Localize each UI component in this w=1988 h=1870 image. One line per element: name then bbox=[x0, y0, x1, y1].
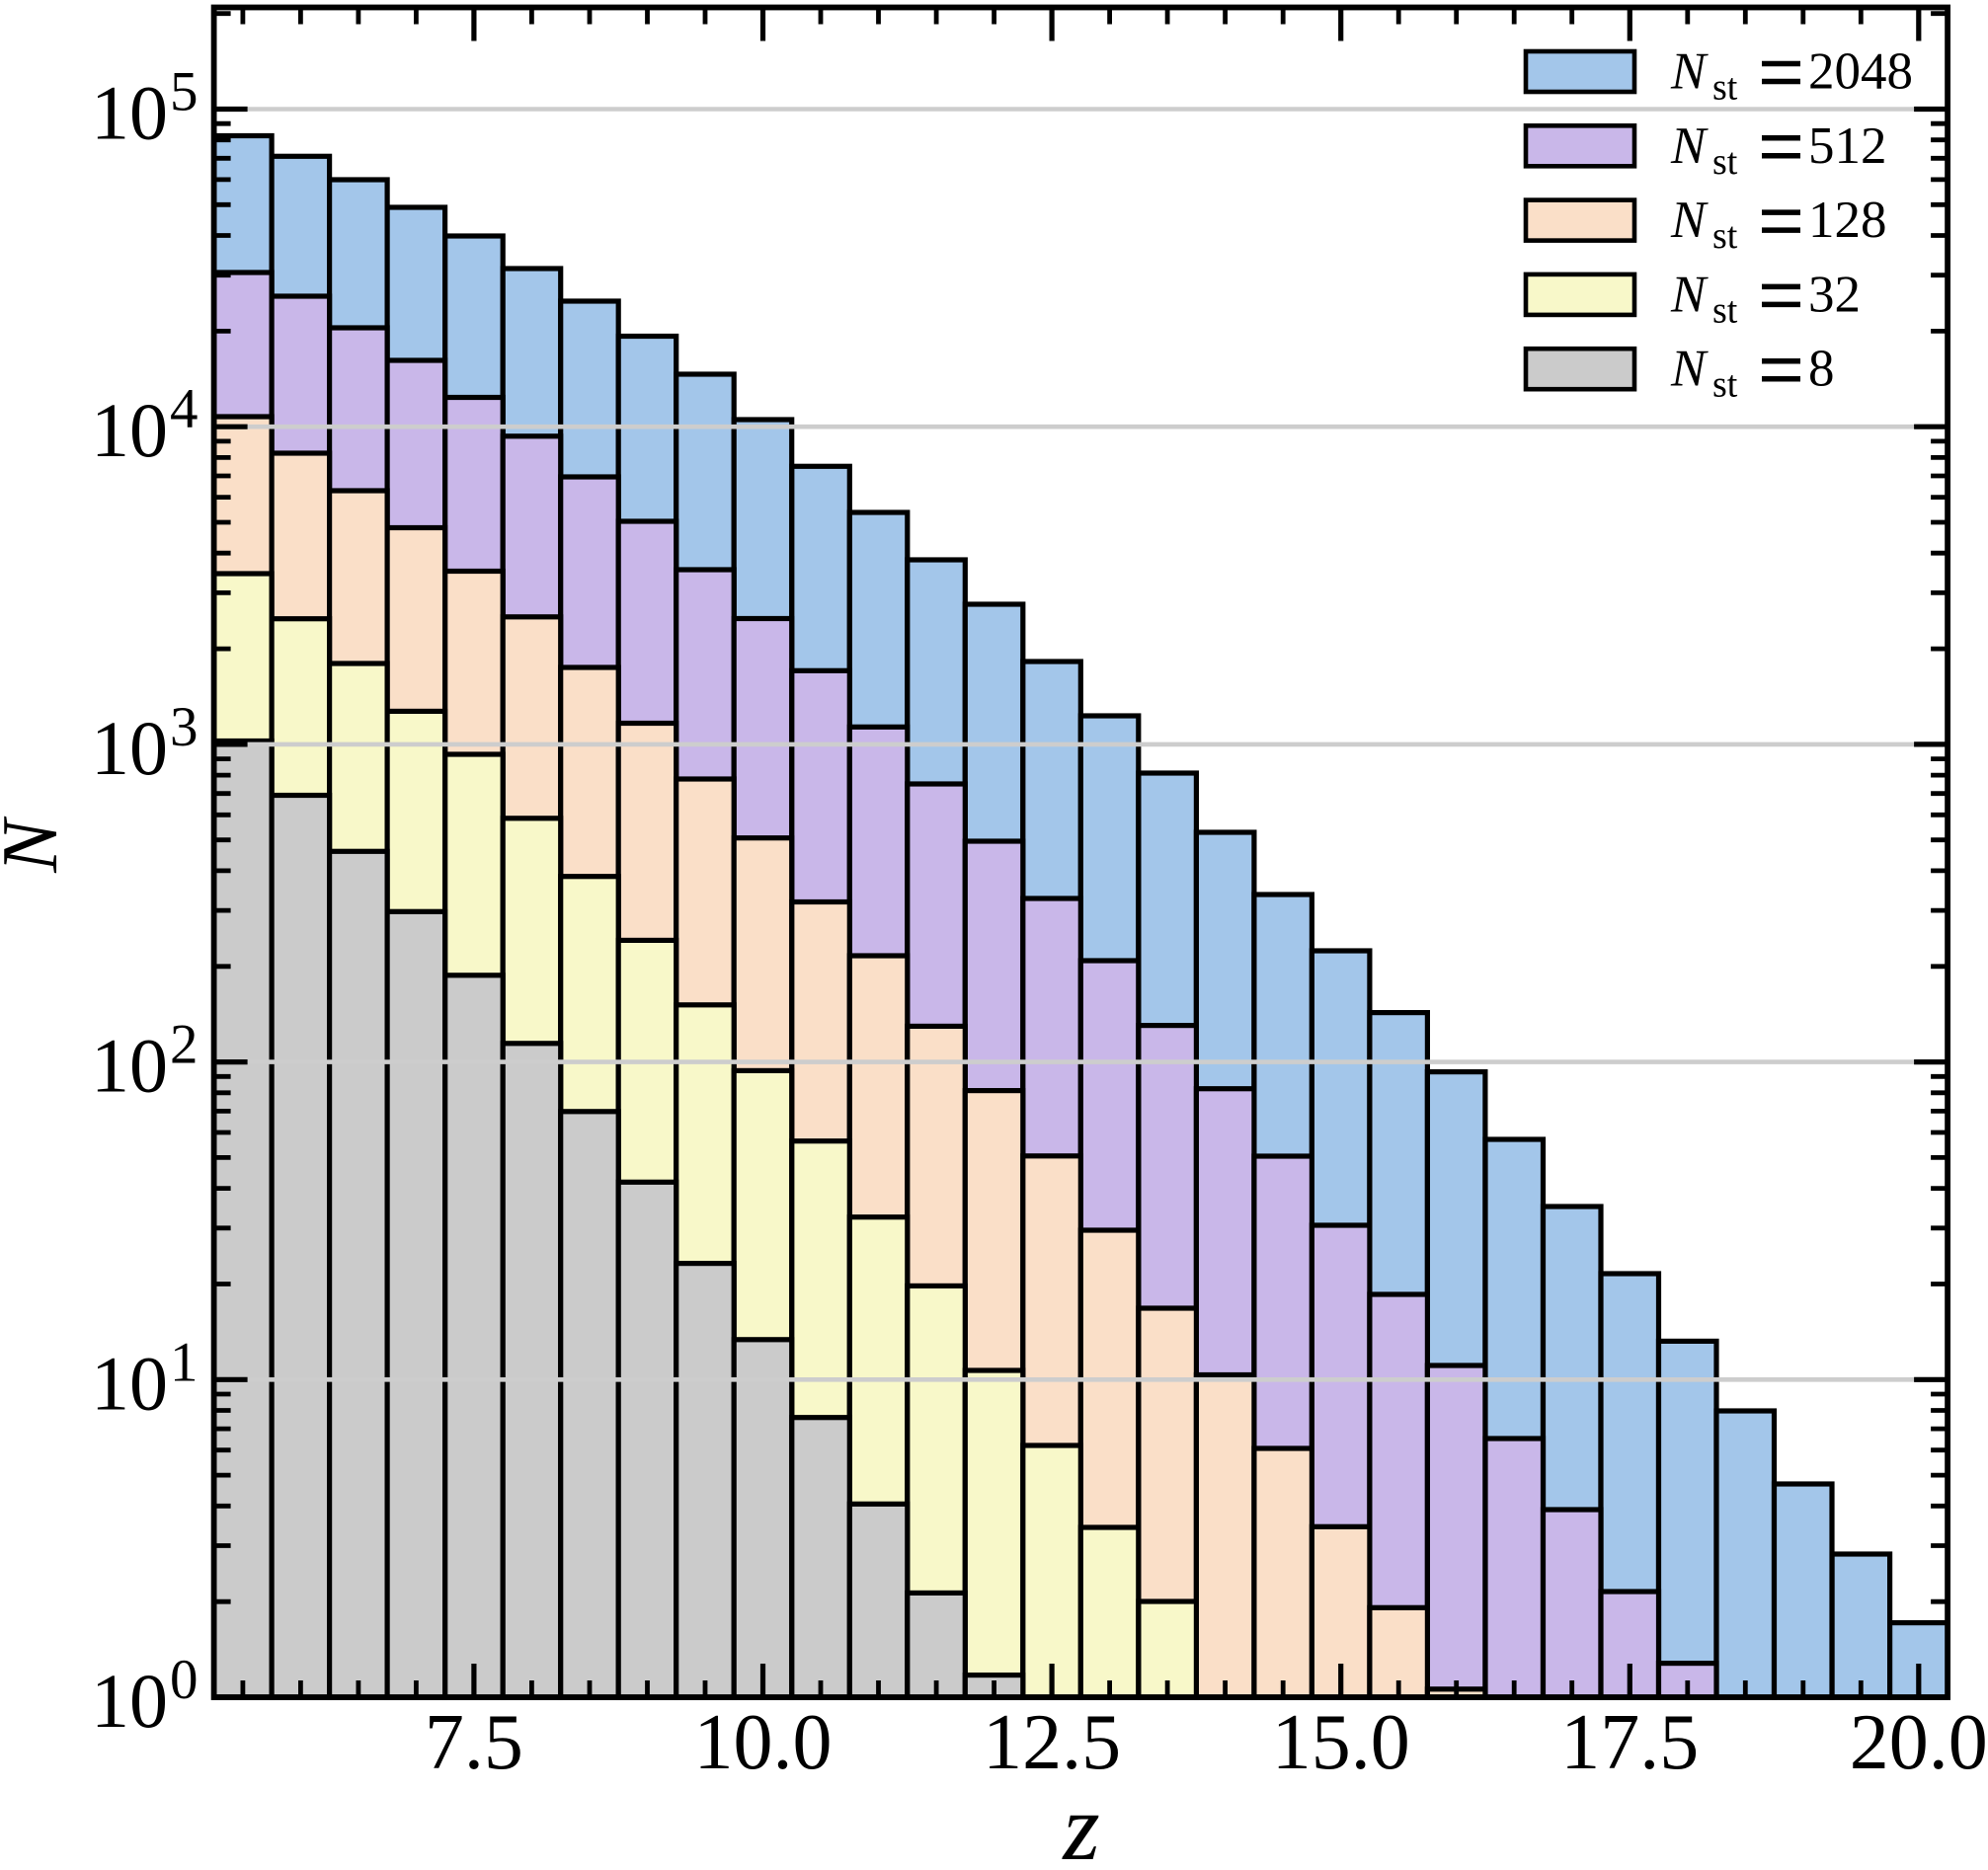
svg-text:N: N bbox=[1670, 266, 1709, 323]
svg-text:4: 4 bbox=[170, 378, 199, 440]
svg-text:32: 32 bbox=[1808, 266, 1861, 323]
svg-text:10: 10 bbox=[91, 705, 168, 791]
svg-text:15.0: 15.0 bbox=[1272, 1699, 1410, 1786]
svg-text:10: 10 bbox=[91, 70, 168, 156]
svg-text:10.0: 10.0 bbox=[694, 1699, 833, 1786]
svg-text:5: 5 bbox=[170, 61, 199, 123]
svg-text:z: z bbox=[1061, 1774, 1099, 1865]
svg-text:10: 10 bbox=[91, 1023, 168, 1109]
svg-text:st: st bbox=[1712, 67, 1738, 109]
svg-text:7.5: 7.5 bbox=[425, 1699, 523, 1786]
svg-text:10: 10 bbox=[91, 387, 168, 473]
svg-text:1: 1 bbox=[170, 1331, 199, 1393]
svg-text:10: 10 bbox=[91, 1340, 168, 1426]
svg-text:N: N bbox=[1670, 117, 1709, 175]
svg-text:N: N bbox=[1670, 192, 1709, 249]
svg-text:8: 8 bbox=[1808, 341, 1835, 398]
svg-text:st: st bbox=[1712, 289, 1738, 331]
svg-text:3: 3 bbox=[170, 696, 199, 758]
svg-text:10: 10 bbox=[91, 1658, 168, 1744]
svg-text:N: N bbox=[0, 816, 74, 874]
svg-text:2: 2 bbox=[170, 1014, 199, 1076]
svg-text:12.5: 12.5 bbox=[983, 1699, 1121, 1786]
svg-text:128: 128 bbox=[1808, 192, 1887, 249]
svg-text:st: st bbox=[1712, 141, 1738, 183]
svg-text:N: N bbox=[1670, 341, 1709, 398]
svg-text:N: N bbox=[1670, 43, 1709, 101]
svg-text:20.0: 20.0 bbox=[1850, 1699, 1988, 1786]
svg-text:st: st bbox=[1712, 215, 1738, 257]
svg-text:512: 512 bbox=[1808, 117, 1887, 175]
svg-text:0: 0 bbox=[170, 1649, 199, 1711]
svg-text:st: st bbox=[1712, 364, 1738, 406]
svg-text:2048: 2048 bbox=[1808, 43, 1913, 101]
svg-text:17.5: 17.5 bbox=[1560, 1699, 1699, 1786]
